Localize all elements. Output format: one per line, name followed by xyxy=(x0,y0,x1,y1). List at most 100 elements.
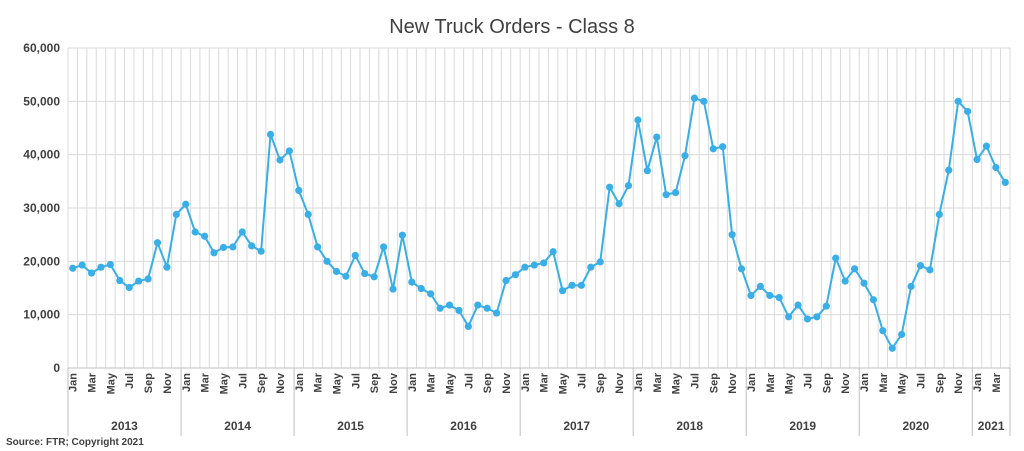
data-point xyxy=(671,188,680,197)
data-point xyxy=(596,258,604,266)
data-point xyxy=(690,94,699,102)
data-point xyxy=(775,294,783,302)
year-label: 2018 xyxy=(676,419,703,433)
data-point xyxy=(907,282,915,290)
x-month-label: Nov xyxy=(953,372,965,394)
data-point xyxy=(653,133,661,141)
x-month-label: Jan xyxy=(633,373,645,392)
x-month-label: Mar xyxy=(539,372,551,392)
data-point xyxy=(314,243,322,251)
data-point xyxy=(229,243,237,251)
year-label: 2019 xyxy=(789,419,816,433)
y-tick-label: 10,000 xyxy=(23,308,60,322)
x-month-label: Jul xyxy=(802,373,814,389)
x-axis-month-labels: Jan Mar May Jul Sep Nov Jan Mar May Jul Sep Nov Jan M… xyxy=(68,372,1003,394)
y-tick-label: 30,000 xyxy=(23,201,60,215)
x-month-label: Mar xyxy=(200,372,212,392)
data-point xyxy=(304,210,312,218)
data-point xyxy=(634,116,642,124)
data-point xyxy=(285,147,293,155)
data-point xyxy=(408,278,416,286)
x-month-label: Jul xyxy=(124,373,136,389)
data-point xyxy=(709,145,717,153)
x-month-label: May xyxy=(784,372,796,394)
year-label: 2020 xyxy=(902,419,929,433)
x-month-label: Jul xyxy=(237,373,249,389)
x-month-label: Jan xyxy=(746,373,758,392)
data-point xyxy=(879,327,887,335)
x-month-label: Sep xyxy=(143,373,155,393)
data-point xyxy=(982,142,991,150)
data-point xyxy=(521,263,529,271)
data-point xyxy=(606,183,614,191)
data-point xyxy=(1001,178,1009,186)
data-point xyxy=(69,264,77,272)
x-month-label: Sep xyxy=(708,373,720,393)
data-point xyxy=(445,301,454,309)
x-month-label: Sep xyxy=(821,373,833,393)
x-month-label: Sep xyxy=(595,373,607,393)
data-point xyxy=(785,313,793,321)
x-month-label: Sep xyxy=(369,373,381,393)
year-label: 2021 xyxy=(978,419,1005,433)
x-month-label: Mar xyxy=(313,372,325,392)
x-month-label: Jan xyxy=(859,373,871,392)
data-point xyxy=(370,273,378,281)
x-month-label: Nov xyxy=(840,372,852,394)
data-point xyxy=(681,152,689,160)
data-point xyxy=(323,257,331,265)
x-month-label: Jan xyxy=(68,373,80,392)
data-point xyxy=(841,277,849,285)
y-tick-label: 20,000 xyxy=(23,254,60,268)
data-point xyxy=(502,276,510,285)
data-point xyxy=(389,285,397,293)
x-month-label: May xyxy=(218,372,230,394)
data-point xyxy=(144,275,152,283)
x-month-label: Mar xyxy=(87,372,99,392)
data-point xyxy=(379,243,388,251)
data-point xyxy=(719,143,727,151)
data-point xyxy=(248,242,256,250)
x-month-label: Nov xyxy=(614,372,626,394)
y-tick-label: 50,000 xyxy=(23,94,60,108)
data-point xyxy=(662,191,670,199)
gridlines xyxy=(67,47,1011,369)
data-point xyxy=(643,167,651,175)
data-point xyxy=(172,210,180,218)
data-point xyxy=(568,281,576,289)
axes xyxy=(67,367,1011,436)
x-month-label: Jan xyxy=(407,373,419,392)
year-label: 2016 xyxy=(450,419,477,433)
data-point xyxy=(191,228,199,236)
data-point xyxy=(153,239,162,247)
x-month-label: May xyxy=(897,372,909,394)
data-point xyxy=(238,228,246,236)
data-point xyxy=(436,304,444,312)
data-point xyxy=(219,243,228,252)
x-month-label: May xyxy=(671,372,683,394)
year-label: 2014 xyxy=(224,419,251,433)
x-month-label: Jul xyxy=(463,373,475,389)
data-point xyxy=(135,277,143,285)
x-month-label: Mar xyxy=(426,372,438,392)
x-month-label: Jan xyxy=(181,373,193,392)
x-month-label: May xyxy=(331,372,343,394)
series-layer xyxy=(69,94,1009,352)
data-point xyxy=(615,200,623,208)
data-point xyxy=(869,296,878,304)
x-month-label: Sep xyxy=(934,373,946,393)
data-point xyxy=(116,276,124,285)
y-tick-label: 40,000 xyxy=(23,148,60,162)
year-label: 2015 xyxy=(337,419,364,433)
data-point xyxy=(342,272,350,280)
data-point xyxy=(493,309,501,317)
data-point xyxy=(332,267,341,276)
data-point xyxy=(549,248,557,256)
x-month-label: Mar xyxy=(878,372,890,392)
x-month-label: Mar xyxy=(765,372,777,392)
x-month-label: Jul xyxy=(916,373,928,389)
data-point xyxy=(935,210,943,218)
data-point xyxy=(417,284,425,293)
data-point xyxy=(822,302,830,310)
